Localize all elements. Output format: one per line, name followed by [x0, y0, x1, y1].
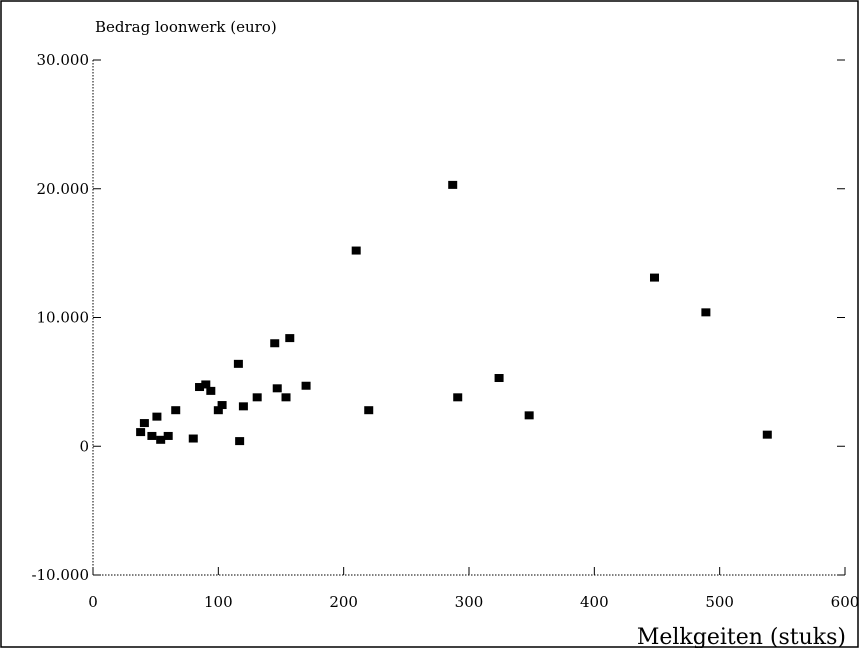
y-tick-label: 20.000	[37, 180, 90, 198]
data-point	[238, 402, 248, 411]
data-point	[233, 359, 243, 368]
data-point	[351, 246, 361, 255]
x-tick-label: 400	[580, 593, 609, 611]
x-tick-label: 300	[455, 593, 484, 611]
data-point	[364, 406, 374, 415]
data-point	[524, 411, 534, 420]
y-axis-title: Bedrag loonwerk (euro)	[95, 18, 277, 36]
data-point	[147, 431, 157, 440]
data-point	[201, 380, 211, 389]
data-point	[206, 386, 216, 395]
data-point	[156, 435, 166, 444]
data-point	[188, 434, 198, 443]
data-point	[270, 339, 280, 348]
x-axis-title: Melkgeiten (stuks)	[637, 625, 846, 648]
data-point	[163, 431, 173, 440]
data-point	[171, 406, 181, 415]
x-tick-label: 200	[329, 593, 358, 611]
y-axis-ticks: -10.000 0 10.000 20.000 30.000	[31, 51, 845, 584]
data-point	[494, 374, 504, 383]
x-tick-label: 500	[705, 593, 734, 611]
data-point	[136, 428, 146, 437]
x-tick-label: 0	[88, 593, 98, 611]
data-point	[152, 412, 162, 421]
x-tick-label: 100	[204, 593, 233, 611]
data-point	[281, 393, 291, 402]
data-point	[252, 393, 262, 402]
data-point	[272, 384, 282, 393]
y-tick-label: 30.000	[37, 51, 90, 69]
data-point	[213, 406, 223, 415]
data-point	[649, 273, 659, 282]
data-point	[701, 308, 711, 317]
data-point	[762, 430, 772, 439]
data-point	[195, 383, 205, 392]
y-tick-label: 10.000	[37, 309, 90, 327]
data-point	[301, 381, 311, 390]
data-point	[448, 180, 458, 189]
x-axis-ticks: 0 100 200 300 400 500 600	[88, 567, 859, 611]
y-tick-label: 0	[79, 437, 89, 455]
x-tick-label: 600	[831, 593, 859, 611]
data-point	[285, 334, 295, 343]
data-point	[139, 419, 149, 428]
data-points	[136, 180, 772, 446]
y-tick-label: -10.000	[31, 566, 89, 584]
data-point	[235, 437, 245, 446]
data-point	[217, 401, 227, 410]
data-point	[453, 393, 463, 402]
